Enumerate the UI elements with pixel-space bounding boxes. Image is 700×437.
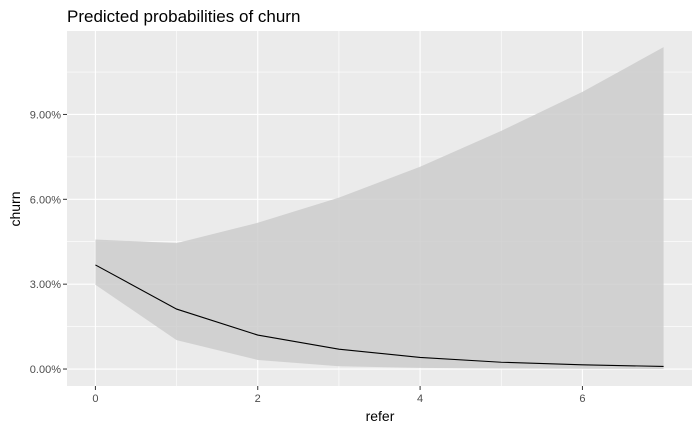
x-axis-title: refer xyxy=(366,408,395,424)
y-tick-label: 3.00% xyxy=(30,279,61,291)
x-axis: 0 2 4 6 xyxy=(92,386,585,405)
x-tick-label: 6 xyxy=(579,393,585,405)
y-tick-label: 9.00% xyxy=(30,109,61,121)
x-tick-label: 2 xyxy=(255,393,261,405)
prediction-line-layer xyxy=(95,264,664,368)
chart-title: Predicted probabilities of churn xyxy=(67,7,300,26)
y-tick-label: 0.00% xyxy=(30,364,61,376)
y-axis-title: churn xyxy=(7,191,23,226)
confidence-band xyxy=(95,47,664,370)
confidence-band-layer xyxy=(95,47,664,370)
x-tick-label: 0 xyxy=(92,393,98,405)
y-axis: 0.00% 3.00% 6.00% 9.00% xyxy=(30,109,67,376)
prediction-line xyxy=(95,264,664,368)
x-tick-label: 4 xyxy=(417,393,423,405)
y-tick-label: 6.00% xyxy=(30,194,61,206)
